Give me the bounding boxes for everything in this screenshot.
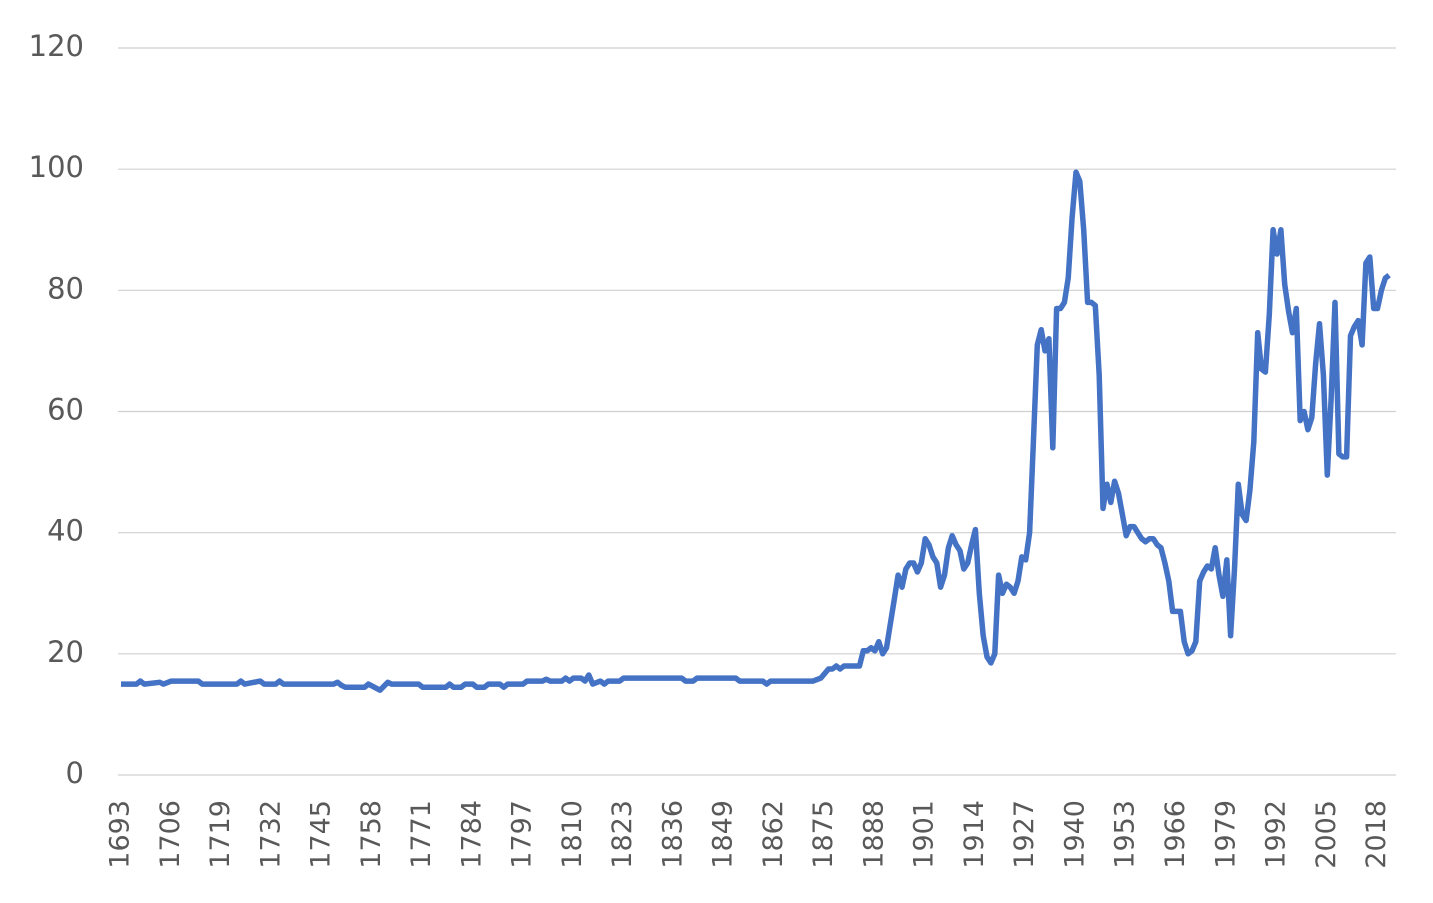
y-tick-label: 0 (66, 756, 84, 790)
x-tick-label: 1914 (959, 800, 990, 869)
data-line (121, 169, 1391, 693)
y-tick-label: 120 (29, 29, 84, 63)
x-tick-label: 1927 (1009, 800, 1040, 869)
y-tick-label: 100 (29, 150, 84, 184)
x-tick-label: 2018 (1361, 800, 1392, 869)
x-tick-label: 1693 (105, 800, 136, 869)
x-tick-label: 1901 (909, 800, 940, 869)
x-tick-label: 1836 (657, 800, 688, 869)
x-tick-label: 1940 (1059, 800, 1090, 869)
x-tick-label: 1732 (255, 800, 286, 869)
y-tick-label: 60 (47, 393, 84, 427)
y-tick-label: 40 (47, 514, 84, 548)
x-tick-label: 1992 (1261, 800, 1292, 869)
x-tick-label: 1758 (356, 800, 387, 869)
x-tick-label: 1966 (1160, 800, 1191, 869)
y-tick-label: 80 (47, 271, 84, 305)
x-tick-label: 1849 (708, 800, 739, 869)
x-tick-label: 1706 (155, 800, 186, 869)
x-tick-label: 2005 (1311, 800, 1342, 869)
x-tick-label: 1953 (1110, 800, 1141, 869)
y-tick-label: 20 (47, 635, 84, 669)
x-tick-label: 1797 (507, 800, 538, 869)
x-tick-label: 1979 (1210, 800, 1241, 869)
x-tick-label: 1875 (808, 800, 839, 869)
x-tick-label: 1745 (306, 800, 337, 869)
x-tick-label: 1810 (557, 800, 588, 869)
x-tick-label: 1823 (607, 800, 638, 869)
x-tick-label: 1771 (406, 800, 437, 869)
x-tick-label: 1888 (858, 800, 889, 869)
x-tick-label: 1784 (456, 800, 487, 869)
x-tick-label: 1862 (758, 800, 789, 869)
x-tick-label: 1719 (205, 800, 236, 869)
